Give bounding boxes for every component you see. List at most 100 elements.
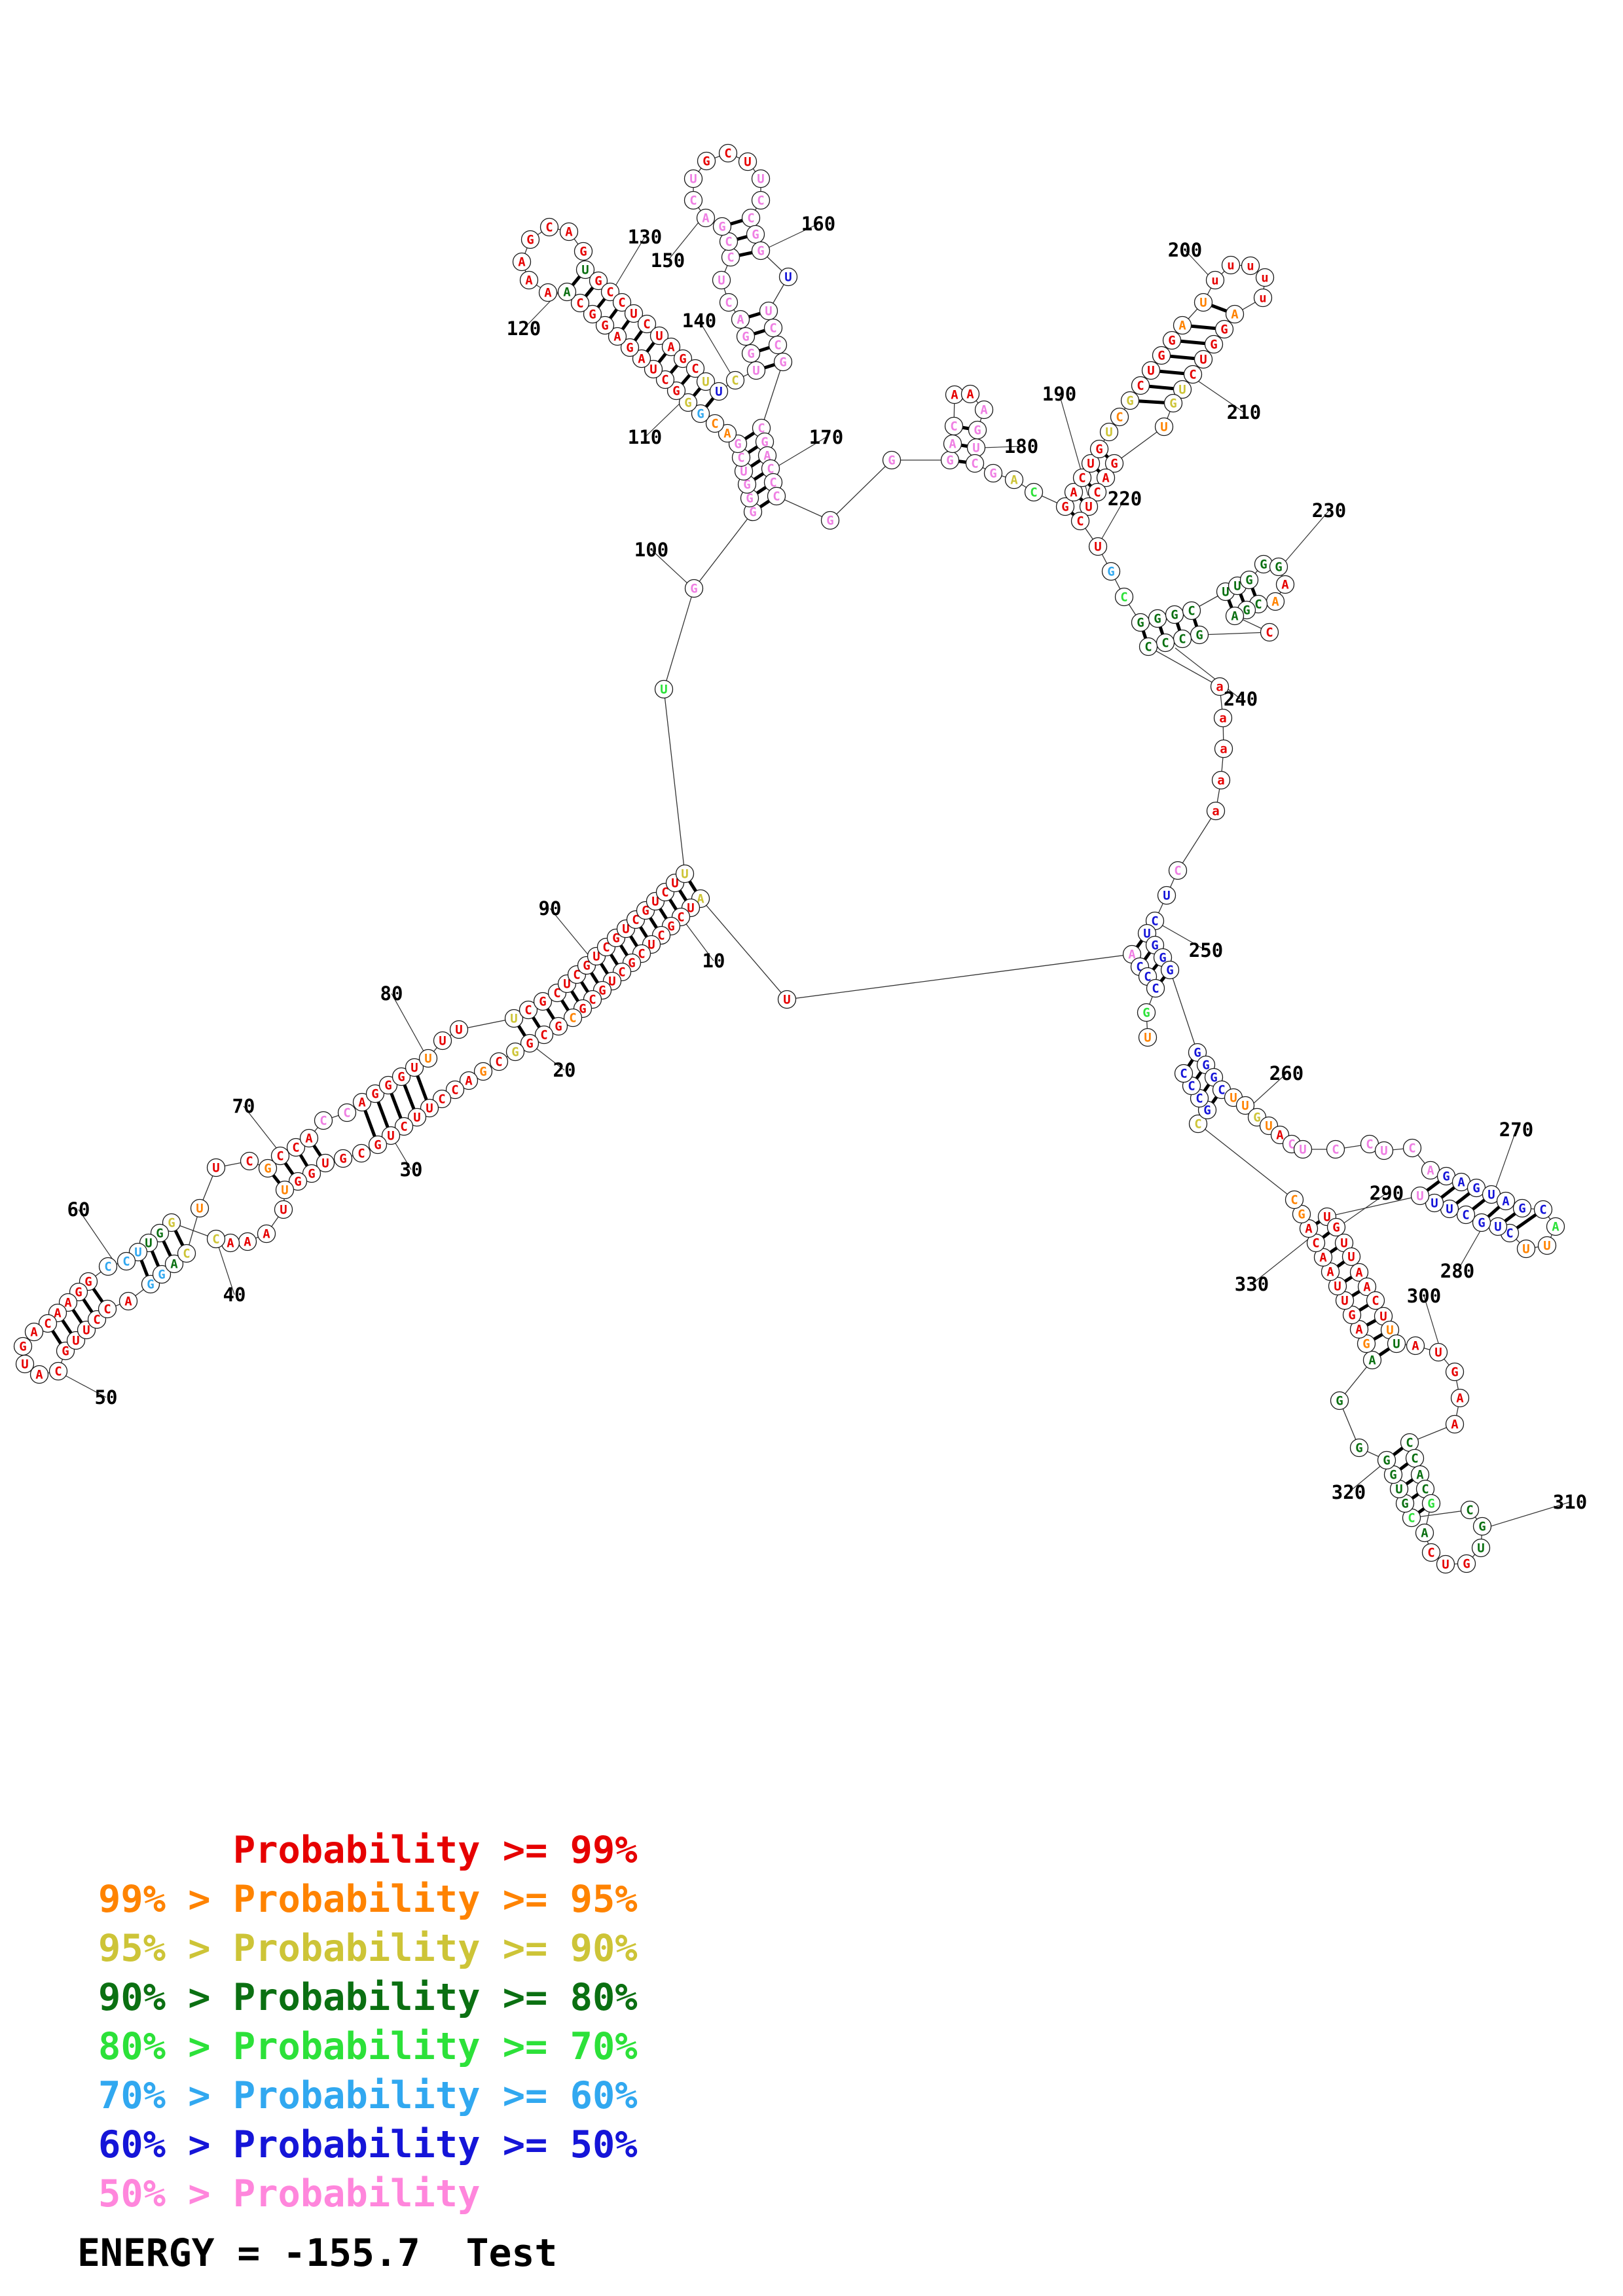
nucleotide-letter: U	[757, 172, 764, 187]
nucleotide-letter: U	[424, 1052, 431, 1066]
nucleotide-letter: G	[384, 1079, 392, 1093]
nucleotide-letter: U	[765, 304, 772, 319]
nucleotide-circle	[709, 382, 729, 401]
nucleotide-letter: G	[1275, 560, 1282, 575]
nucleotide-circle	[684, 190, 703, 210]
nucleotide-circle	[333, 1149, 353, 1168]
nucleotide-circle	[1182, 601, 1201, 620]
nucleotide-letter: G	[601, 319, 608, 333]
nucleotide-circle	[661, 337, 681, 357]
nucleotide-letter: G	[1442, 1170, 1450, 1184]
nucleotide-letter: G	[1389, 1468, 1396, 1482]
nucleotide-circle	[1255, 268, 1275, 287]
nucleotide-letter: C	[1466, 1503, 1473, 1518]
nucleotide-circle	[1087, 482, 1107, 502]
nucleotide-letter: U	[608, 975, 615, 989]
nucleotide-letter: U	[630, 307, 637, 321]
nucleotide-letter: C	[1137, 379, 1144, 393]
nucleotide-circle	[1194, 293, 1213, 312]
nucleotide-letter: U	[21, 1357, 28, 1372]
nucleotide-letter: U	[134, 1246, 141, 1260]
nucleotide-letter: A	[980, 403, 988, 418]
nucleotide-letter: A	[1457, 1175, 1465, 1190]
nucleotide-circle	[1349, 1263, 1369, 1282]
nucleotide-letter: C	[589, 993, 596, 1007]
nucleotide-letter: G	[1383, 1454, 1390, 1468]
nucleotide-letter: G	[1142, 1006, 1150, 1020]
nucleotide-letter: C	[1312, 1236, 1319, 1251]
nucleotide-letter: C	[1093, 486, 1101, 500]
nucleotide-letter: C	[495, 1055, 502, 1069]
nucleotide-circle	[459, 1071, 479, 1090]
rna-structure-canvas: AUCGCUCGCUGCGCGCGGCGACCUUCUGCGUGGUUAAACG…	[13, 143, 1587, 1574]
position-label: 220	[1108, 488, 1142, 510]
nucleotide-circle	[685, 359, 705, 378]
nucleotide-letter: G	[555, 1020, 562, 1034]
nucleotide-circle	[1445, 1362, 1465, 1382]
position-label-leader	[1348, 1463, 1383, 1493]
nucleotide-circle	[1357, 1277, 1377, 1297]
nucleotide-circle	[1114, 587, 1134, 607]
nucleotide-circle	[673, 349, 693, 368]
nucleotide-letter: C	[540, 1028, 547, 1043]
nucleotide-letter: G	[1168, 334, 1175, 348]
nucleotide-circle	[152, 1265, 172, 1284]
backbone-chain	[700, 898, 1156, 1038]
nucleotide-letter: C	[1266, 626, 1273, 640]
legend-line-99: Probability >= 99%	[98, 1829, 638, 1872]
nucleotide-circle	[520, 230, 540, 249]
nucleotide-circle	[258, 1158, 278, 1178]
nucleotide-circle	[519, 270, 539, 290]
nucleotide-letter: G	[697, 407, 704, 422]
nucleotide-circle	[575, 260, 595, 279]
nucleotide-letter: A	[305, 1132, 313, 1146]
nucleotide-letter: G	[1401, 1497, 1408, 1511]
nucleotide-circle	[570, 293, 590, 313]
nucleotide-letter: C	[971, 457, 978, 471]
nucleotide-letter: C	[1178, 632, 1186, 647]
nucleotide-letter: U	[1087, 457, 1094, 471]
nucleotide-circle	[549, 1016, 568, 1036]
nucleotide-letter: G	[1336, 1394, 1343, 1408]
nucleotide-letter: U	[1522, 1242, 1529, 1257]
nucleotide-letter: U	[740, 465, 747, 479]
nucleotide-letter: C	[1194, 1117, 1201, 1132]
nucleotide-letter: U	[687, 901, 694, 916]
nucleotide-circle	[352, 1092, 372, 1112]
nucleotide-letter: U	[1299, 1143, 1306, 1157]
nucleotide-letter: A	[563, 285, 571, 300]
nucleotide-letter: C	[1195, 1092, 1203, 1106]
nucleotide-circle	[944, 416, 964, 436]
nucleotide-letter: C	[731, 374, 739, 388]
nucleotide-letter: u	[1227, 259, 1234, 273]
nucleotide-circle	[98, 1257, 118, 1276]
nucleotide-letter: C	[638, 947, 645, 961]
nucleotide-letter: C	[576, 296, 583, 311]
nucleotide-circle	[738, 152, 757, 171]
legend-line-50: 60% > Probability >= 50%	[98, 2123, 638, 2166]
nucleotide-circle	[1235, 1096, 1255, 1115]
nucleotide-letter: U	[1380, 1144, 1387, 1158]
nucleotide-circle	[1472, 1213, 1491, 1232]
nucleotide-circle	[637, 314, 657, 334]
nucleotide-letter: G	[1107, 565, 1114, 579]
nucleotide-circle	[1101, 562, 1121, 581]
position-label-leader	[1175, 647, 1241, 700]
nucleotide-letter: G	[679, 352, 686, 367]
nucleotide-letter: G	[690, 582, 697, 596]
position-label-leader	[1251, 1238, 1310, 1285]
nucleotide-circle	[751, 241, 771, 260]
position-label-leader	[981, 446, 1022, 448]
position-label-leader	[644, 400, 684, 438]
nucleotide-letter: U	[387, 1129, 394, 1143]
nucleotide-circle	[965, 454, 985, 473]
nucleotide-letter: u	[1247, 259, 1254, 274]
nucleotide-letter: U	[410, 1061, 418, 1075]
nucleotide-letter: U	[1160, 420, 1167, 435]
nucleotide-letter: A	[951, 388, 958, 403]
nucleotide-letter: G	[1245, 573, 1252, 588]
nucleotide-letter: C	[292, 1141, 299, 1155]
nucleotide-letter: G	[1195, 628, 1203, 643]
nucleotide-letter: A	[1355, 1266, 1363, 1280]
nucleotide-letter: C	[1332, 1143, 1339, 1157]
